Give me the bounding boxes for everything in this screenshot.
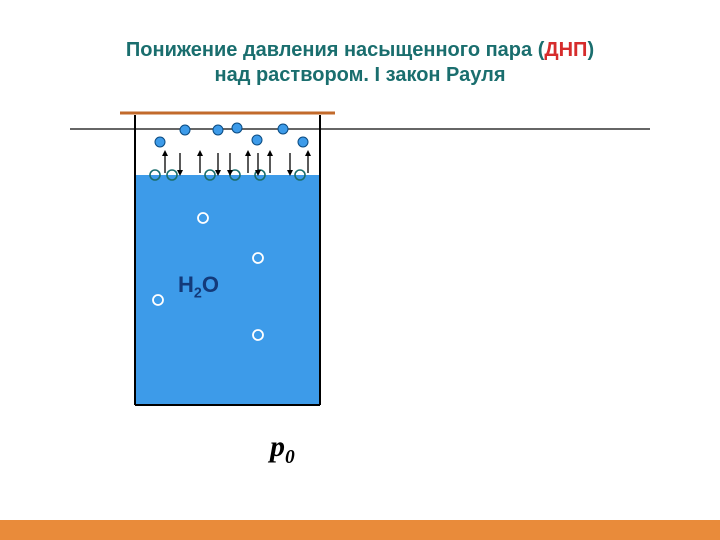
pressure-label-p0: p0 bbox=[270, 430, 295, 469]
footer-accent-bar bbox=[0, 520, 720, 540]
vapor-pressure-diagram bbox=[0, 0, 720, 540]
liquid-label-h2o: H2O bbox=[178, 272, 219, 301]
